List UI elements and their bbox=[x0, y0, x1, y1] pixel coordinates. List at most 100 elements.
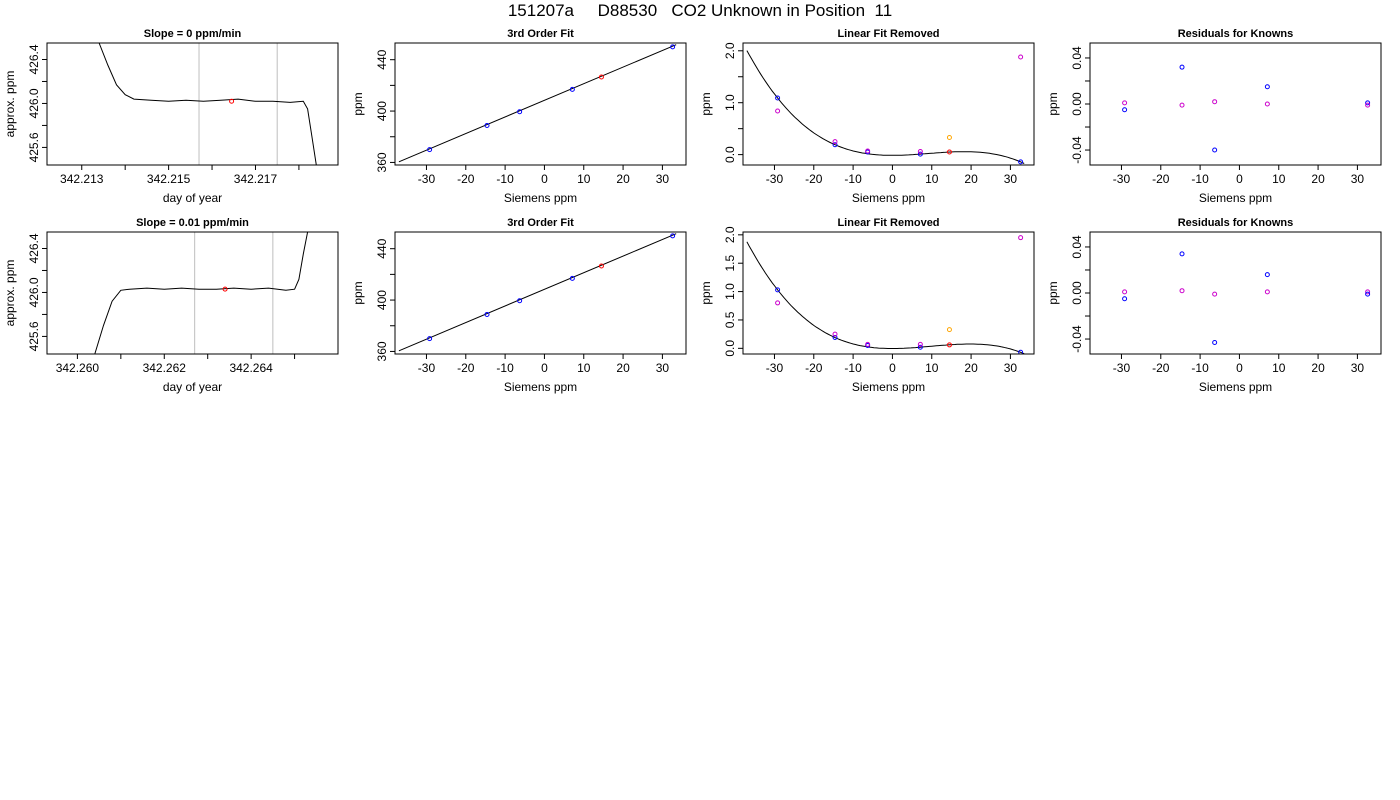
chart-panel-3: Residuals for Knowns -30 -20 -10 0 10 20 30 -0.0… bbox=[1046, 28, 1382, 205]
data-point bbox=[569, 86, 575, 92]
data-point bbox=[832, 142, 838, 148]
x-axis-label: Siemens ppm bbox=[1199, 191, 1272, 205]
plot-area bbox=[1122, 251, 1371, 345]
y-tick-label: 360 bbox=[375, 341, 389, 361]
x-tick-label: -20 bbox=[457, 172, 475, 186]
x-tick-label: 30 bbox=[656, 361, 670, 375]
y-axis-label: ppm bbox=[1046, 92, 1060, 115]
y-axis-label: approx. ppm bbox=[3, 260, 17, 327]
data-point bbox=[946, 149, 952, 155]
chart-panel-4: Slope = 0.01 ppm/min 342.260 342.262 342.26… bbox=[3, 217, 339, 394]
page-title: 151207a D88530 CO2 Unknown in Position 1… bbox=[507, 1, 893, 20]
x-axis-label: Siemens ppm bbox=[504, 191, 577, 205]
data-point bbox=[1212, 147, 1218, 153]
data-point bbox=[946, 134, 952, 140]
data-point bbox=[598, 74, 604, 80]
x-axis-label: Siemens ppm bbox=[852, 380, 925, 394]
data-point bbox=[1122, 107, 1128, 113]
data-point bbox=[946, 327, 952, 333]
y-tick-label: 440 bbox=[375, 49, 389, 69]
data-point bbox=[1122, 100, 1128, 106]
chart-panel-5: 3rd Order Fit -30 -20 -10 0 10 20 30 360 400 440 Si… bbox=[351, 217, 687, 394]
data-point bbox=[1212, 291, 1218, 297]
data-point bbox=[670, 233, 676, 239]
plot-area bbox=[746, 235, 1025, 354]
y-tick-label: 426.4 bbox=[27, 233, 41, 263]
x-tick-label: 0 bbox=[541, 361, 548, 375]
data-point bbox=[1365, 291, 1371, 297]
chart-title: 3rd Order Fit bbox=[507, 28, 574, 40]
x-tick-label: 30 bbox=[1004, 172, 1018, 186]
x-tick-label: -10 bbox=[1191, 172, 1209, 186]
data-point bbox=[1212, 99, 1218, 105]
x-tick-label: -30 bbox=[766, 172, 784, 186]
y-tick-label: 0.04 bbox=[1070, 235, 1084, 259]
x-axis-label: Siemens ppm bbox=[852, 191, 925, 205]
y-tick-label: -0.04 bbox=[1070, 325, 1084, 353]
plot-area bbox=[1122, 64, 1371, 153]
x-tick-label: 20 bbox=[616, 361, 630, 375]
x-tick-label: -30 bbox=[418, 172, 436, 186]
y-tick-label: 1.0 bbox=[723, 94, 737, 111]
x-tick-label: 342.264 bbox=[229, 361, 273, 375]
data-point bbox=[775, 95, 781, 101]
fit-curve bbox=[746, 50, 1025, 164]
data-point bbox=[865, 148, 871, 154]
data-point bbox=[1122, 296, 1128, 302]
x-tick-label: -30 bbox=[1113, 172, 1131, 186]
x-tick-label: -20 bbox=[1152, 361, 1170, 375]
chart-panel-0: Slope = 0 ppm/min 342.213 342.215 342.217 42… bbox=[3, 28, 339, 205]
data-point bbox=[598, 263, 604, 269]
y-tick-label: 426.4 bbox=[27, 44, 41, 74]
x-tick-label: 342.213 bbox=[60, 172, 104, 186]
y-axis-label: approx. ppm bbox=[3, 71, 17, 138]
data-point bbox=[1179, 102, 1185, 108]
data-point bbox=[427, 147, 433, 153]
y-tick-label: 0.0 bbox=[723, 146, 737, 163]
data-point bbox=[1365, 100, 1371, 106]
y-tick-label: 2.0 bbox=[723, 226, 737, 243]
y-tick-label: 0.0 bbox=[723, 340, 737, 357]
chart-panel-7: Residuals for Knowns -30 -20 -10 0 10 20 30 -0.0… bbox=[1046, 217, 1382, 394]
chart-title: Linear Fit Removed bbox=[837, 217, 939, 229]
x-tick-label: 342.215 bbox=[147, 172, 191, 186]
y-tick-label: 360 bbox=[375, 152, 389, 172]
x-axis-label: day of year bbox=[163, 191, 222, 205]
x-tick-label: 342.260 bbox=[56, 361, 100, 375]
x-axis-label: Siemens ppm bbox=[1199, 380, 1272, 394]
chart-panel-1: 3rd Order Fit -30 -20 -10 0 10 20 30 360 400 440 Si… bbox=[351, 28, 687, 205]
x-tick-label: 0 bbox=[889, 172, 896, 186]
fit-line bbox=[398, 44, 677, 163]
chart-panel-6: Linear Fit Removed -30 -20 -10 0 10 20 30 0.0 0.5… bbox=[699, 217, 1035, 394]
data-point bbox=[832, 331, 838, 337]
x-tick-label: 20 bbox=[616, 172, 630, 186]
y-tick-label: 426.0 bbox=[27, 88, 41, 118]
data-point bbox=[1264, 272, 1270, 278]
x-tick-label: 30 bbox=[1004, 361, 1018, 375]
data-point bbox=[1179, 251, 1185, 257]
plot-frame bbox=[742, 42, 1035, 166]
data-point bbox=[229, 98, 235, 104]
data-point bbox=[1122, 289, 1128, 295]
y-tick-label: 0.04 bbox=[1070, 46, 1084, 70]
x-tick-label: 30 bbox=[1351, 361, 1365, 375]
chart-title: 3rd Order Fit bbox=[507, 217, 574, 229]
data-point bbox=[865, 341, 871, 347]
x-tick-label: -20 bbox=[805, 361, 823, 375]
x-tick-label: 20 bbox=[1311, 172, 1325, 186]
data-point bbox=[832, 335, 838, 341]
y-tick-label: -0.04 bbox=[1070, 136, 1084, 164]
data-point bbox=[917, 149, 923, 155]
data-point bbox=[484, 122, 490, 128]
y-tick-label: 425.6 bbox=[27, 132, 41, 162]
y-axis-label: ppm bbox=[351, 92, 365, 115]
x-tick-label: 0 bbox=[541, 172, 548, 186]
data-point bbox=[222, 286, 228, 292]
x-tick-label: -20 bbox=[1152, 172, 1170, 186]
fit-curve bbox=[746, 241, 1025, 354]
x-tick-label: 20 bbox=[964, 172, 978, 186]
data-point bbox=[517, 298, 523, 304]
x-tick-label: 0 bbox=[1236, 361, 1243, 375]
x-tick-label: -20 bbox=[805, 172, 823, 186]
